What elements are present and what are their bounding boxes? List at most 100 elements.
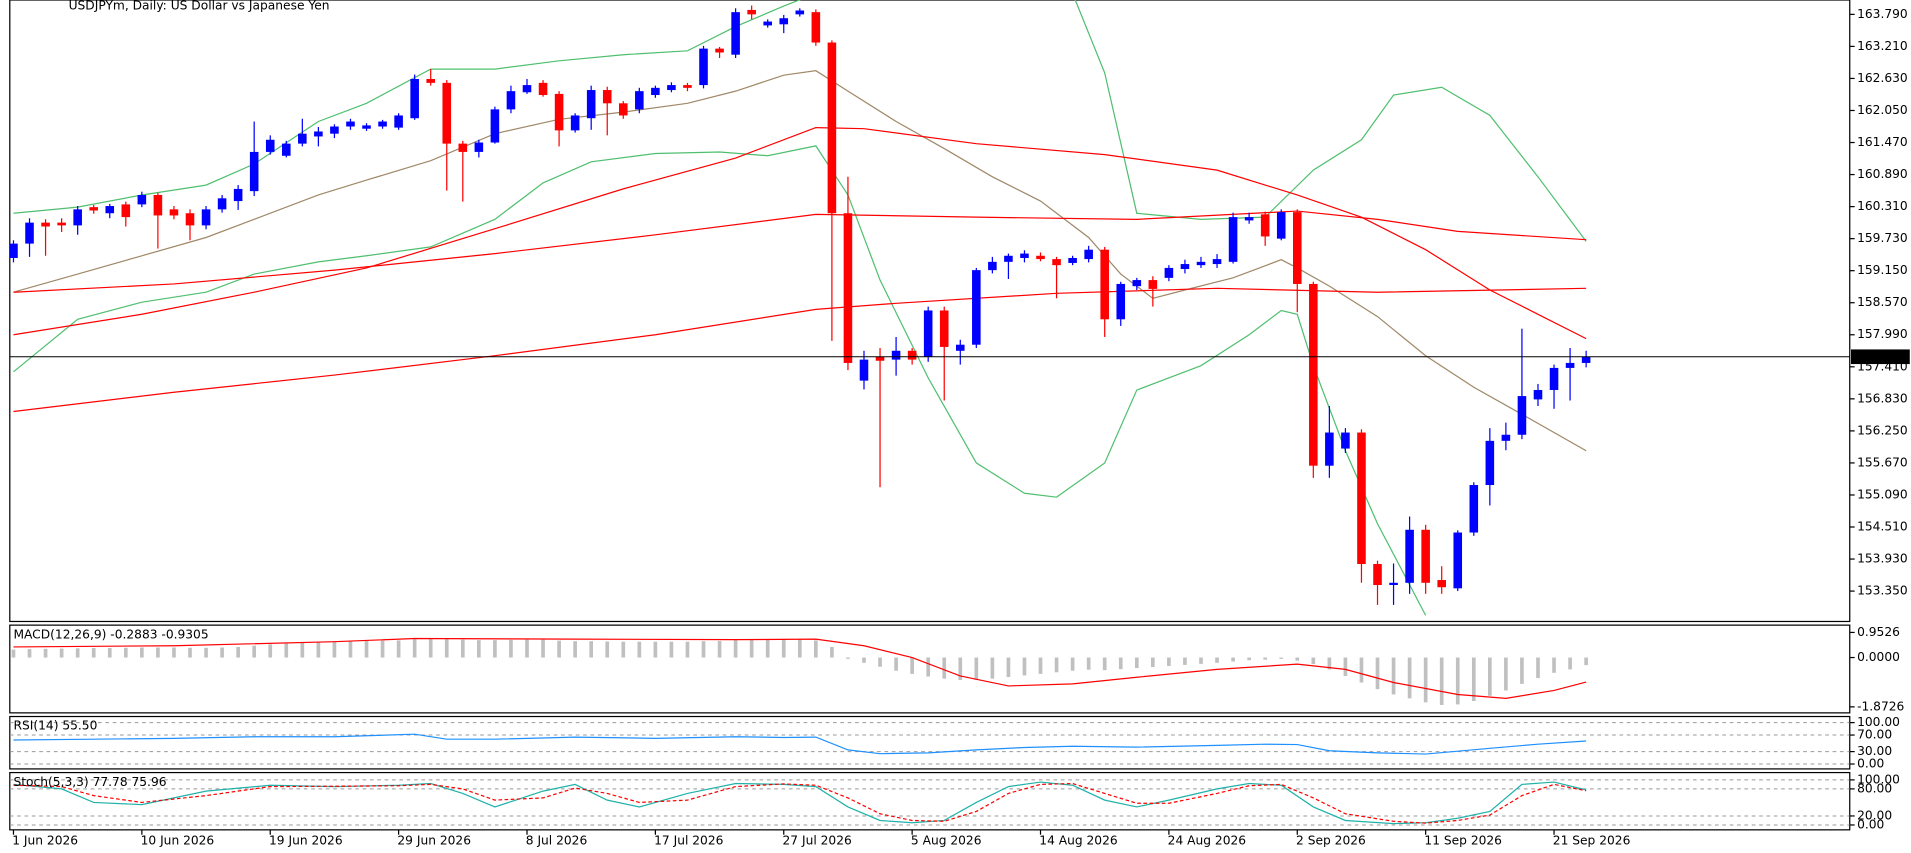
candle-body (1148, 280, 1158, 289)
x-tick-label: 2 Sep 2026 (1296, 833, 1366, 847)
histogram-bar (59, 648, 64, 658)
histogram-bar (765, 639, 770, 658)
x-tick-label: 11 Sep 2026 (1424, 833, 1502, 847)
histogram-bar (1584, 657, 1588, 666)
y-tick-label: 100.00 (1857, 772, 1900, 786)
histogram-bar (1375, 657, 1380, 690)
histogram-bar (220, 647, 224, 658)
x-tick-label: 19 Jun 2026 (269, 833, 343, 847)
candle-body (570, 115, 580, 131)
histogram-bar (268, 644, 273, 658)
y-tick-label: 159.730 (1857, 231, 1908, 245)
indicator-line (13, 637, 1587, 699)
histogram-bar (444, 638, 449, 658)
candle-body (442, 82, 452, 144)
candle-body (394, 115, 403, 128)
histogram-bar (1167, 657, 1171, 666)
indicator-line (13, 287, 1587, 413)
histogram-bar (1423, 657, 1428, 703)
histogram-bar (1520, 657, 1524, 684)
candle-body (747, 9, 756, 15)
histogram-bar (1295, 657, 1300, 661)
candle-body (121, 204, 131, 218)
histogram-bar (1488, 657, 1492, 696)
candle-body (1501, 434, 1511, 441)
candle-body (105, 206, 115, 214)
candle-body (1373, 564, 1382, 586)
histogram-bar (525, 639, 529, 658)
histogram-bar (316, 642, 321, 658)
candle-body (1244, 217, 1254, 221)
candle-body (233, 188, 243, 202)
y-tick-label: 161.470 (1857, 135, 1908, 149)
histogram-bar (910, 657, 914, 674)
histogram-bar (1102, 657, 1107, 671)
histogram-bar (156, 647, 160, 658)
indicator-line (13, 210, 1587, 293)
panel-title: RSI(14) 55.50 (13, 719, 97, 733)
x-tick-label: 24 Aug 2026 (1168, 833, 1246, 847)
histogram-bar (797, 639, 802, 658)
histogram-bar (1504, 657, 1508, 691)
candle-body (153, 195, 163, 216)
candle-body (1405, 529, 1414, 583)
candle-body (1469, 485, 1479, 533)
histogram-bar (557, 640, 561, 658)
histogram-bar (942, 657, 947, 679)
candle-body (1132, 280, 1142, 287)
candle-body (378, 121, 387, 127)
candle-body (875, 356, 885, 361)
candle-body (795, 10, 805, 15)
histogram-bar (1118, 657, 1123, 670)
y-tick-label: -1.8726 (1857, 699, 1904, 713)
histogram-bar (460, 639, 465, 658)
histogram-bar (1038, 657, 1043, 674)
histogram-bar (573, 641, 577, 658)
histogram-bar (653, 641, 658, 658)
x-tick-label: 29 Jun 2026 (397, 833, 471, 847)
candle-body (426, 78, 435, 83)
histogram-bar (1327, 657, 1332, 670)
histogram-bar (1391, 657, 1396, 695)
candle-body (281, 143, 291, 156)
candle-body (1084, 249, 1093, 260)
histogram-bar (348, 641, 353, 658)
x-tick-label: 21 Sep 2026 (1553, 833, 1631, 847)
histogram-bar (878, 657, 882, 667)
candle-body (667, 85, 676, 91)
histogram-bar (43, 648, 48, 658)
y-tick-label: 154.510 (1857, 520, 1908, 534)
histogram-bar (204, 647, 208, 658)
histogram-bar (541, 639, 545, 658)
x-tick-label: 8 Jul 2026 (526, 833, 587, 847)
histogram-bar (830, 646, 834, 658)
histogram-bar (1455, 657, 1460, 705)
candle-body (1260, 214, 1270, 237)
candle-body (1517, 396, 1527, 435)
histogram-bar (1263, 657, 1268, 660)
candle-body (185, 213, 195, 226)
candle-body (651, 87, 660, 96)
candle-body (843, 213, 853, 363)
panel (11, 637, 1588, 705)
x-tick-label: 27 Jul 2026 (783, 833, 852, 847)
histogram-bar (493, 640, 497, 658)
candle-body (955, 344, 965, 351)
candle-body (9, 243, 18, 258)
candle-body (249, 151, 259, 192)
candle-body (1453, 532, 1463, 589)
histogram-bar (1134, 657, 1139, 669)
y-tick-label: 155.670 (1857, 455, 1908, 469)
candle-body (1276, 212, 1286, 239)
histogram-bar (958, 657, 963, 680)
histogram-bar (1231, 657, 1235, 662)
y-tick-label: 153.930 (1857, 552, 1908, 566)
x-tick-label: 17 Jul 2026 (654, 833, 723, 847)
histogram-bar (27, 649, 32, 658)
histogram-bar (781, 639, 786, 658)
candle-body (73, 209, 82, 226)
y-tick-label: 80.00 (1857, 781, 1892, 795)
candle-body (1357, 432, 1366, 565)
candle-body (923, 310, 933, 357)
